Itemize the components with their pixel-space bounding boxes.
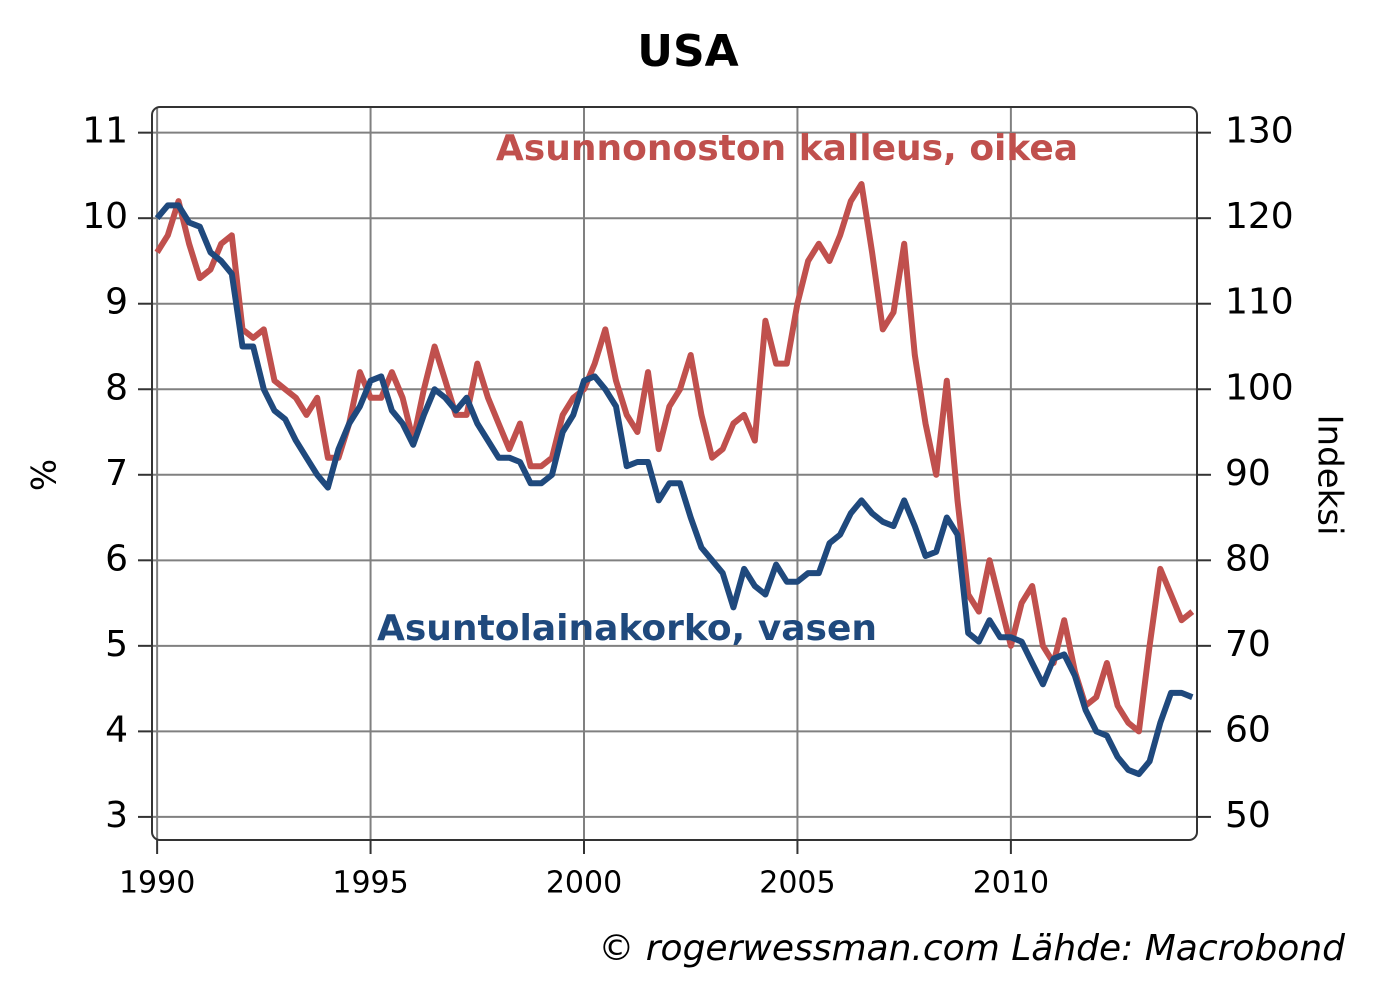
plot-frame <box>151 106 1198 841</box>
y-tick-label: 8 <box>105 367 128 408</box>
data-line <box>154 181 1195 735</box>
data-line <box>154 202 1194 778</box>
y-tick-label: 11 <box>82 111 128 152</box>
chart-title: USA <box>637 26 738 77</box>
y2-tick-label: 120 <box>1225 196 1294 237</box>
y-tick-label: 10 <box>82 196 128 237</box>
y2-tick-label: 100 <box>1225 367 1294 408</box>
y-tick-label: 3 <box>105 795 128 836</box>
source-note: © rogerwessman.com Lähde: Macrobond <box>598 928 1346 969</box>
x-tick-label: 2005 <box>759 866 835 901</box>
x-tick-label: 2000 <box>546 866 622 901</box>
y-axis-label: % <box>25 459 65 491</box>
y2-tick-label: 70 <box>1225 624 1271 665</box>
y2-tick-label: 130 <box>1225 111 1294 152</box>
y2-axis-label: Indeksi <box>1310 415 1350 536</box>
y2-tick-label: 60 <box>1225 709 1271 750</box>
x-tick-label: 2010 <box>973 866 1049 901</box>
y-tick-label: 5 <box>105 624 128 665</box>
y-tick-label: 9 <box>105 282 128 323</box>
series-label: Asunnonoston kalleus, oikea <box>496 128 1078 169</box>
x-tick-label: 1990 <box>119 866 195 901</box>
x-tick-label: 1995 <box>332 866 408 901</box>
y-tick-label: 4 <box>105 709 128 750</box>
y2-tick-label: 90 <box>1225 453 1271 494</box>
y2-tick-label: 110 <box>1225 282 1294 323</box>
y2-tick-label: 80 <box>1225 538 1271 579</box>
y-tick-label: 7 <box>105 453 128 494</box>
y2-tick-label: 50 <box>1225 795 1271 836</box>
y-tick-label: 6 <box>105 538 128 579</box>
series-label: Asuntolainakorko, vasen <box>377 608 877 649</box>
